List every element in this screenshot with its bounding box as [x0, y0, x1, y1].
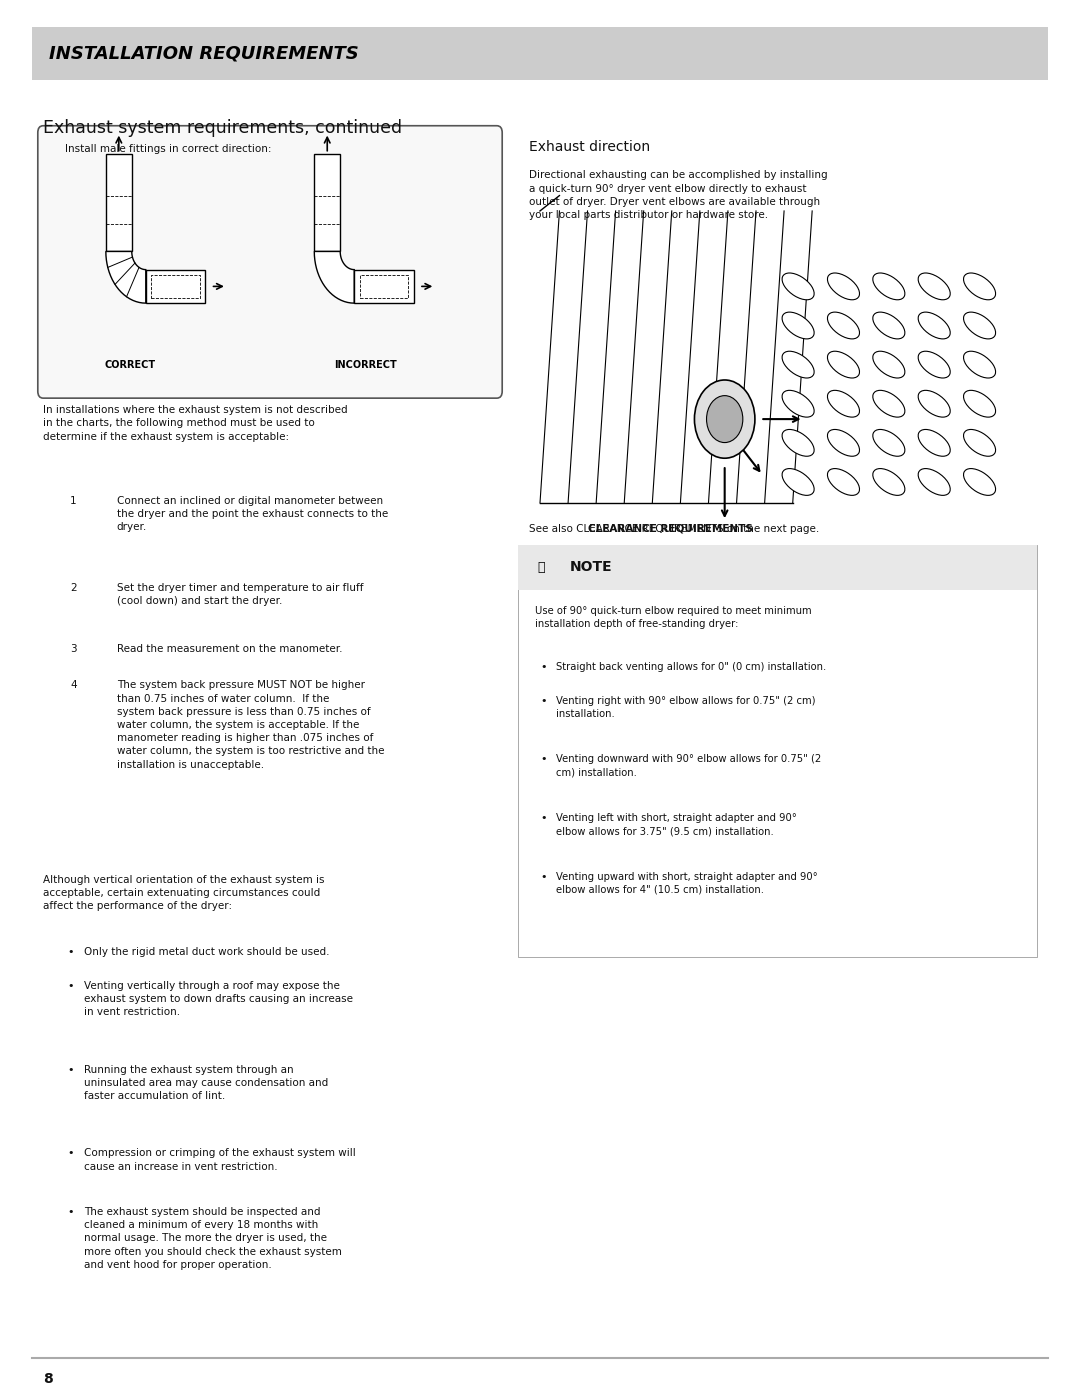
- Text: NOTE: NOTE: [570, 560, 612, 574]
- Text: Read the measurement on the manometer.: Read the measurement on the manometer.: [117, 644, 342, 654]
- Ellipse shape: [827, 468, 860, 496]
- Ellipse shape: [873, 312, 905, 339]
- Ellipse shape: [918, 429, 950, 457]
- Ellipse shape: [918, 351, 950, 379]
- Ellipse shape: [827, 351, 860, 379]
- Polygon shape: [106, 154, 132, 251]
- Text: Exhaust direction: Exhaust direction: [529, 140, 650, 154]
- Ellipse shape: [827, 272, 860, 300]
- Ellipse shape: [782, 351, 814, 379]
- Ellipse shape: [782, 272, 814, 300]
- Text: Venting right with 90° elbow allows for 0.75" (2 cm)
installation.: Venting right with 90° elbow allows for …: [556, 696, 815, 719]
- Ellipse shape: [963, 429, 996, 457]
- Text: Install male fittings in correct direction:: Install male fittings in correct directi…: [65, 144, 271, 154]
- Text: •: •: [67, 1065, 73, 1074]
- Text: •: •: [67, 1207, 73, 1217]
- Ellipse shape: [963, 312, 996, 339]
- Text: Venting downward with 90° elbow allows for 0.75" (2
cm) installation.: Venting downward with 90° elbow allows f…: [556, 754, 822, 778]
- FancyBboxPatch shape: [32, 27, 1048, 80]
- Ellipse shape: [918, 468, 950, 496]
- Text: In installations where the exhaust system is not described
in the charts, the fo: In installations where the exhaust syste…: [43, 405, 348, 441]
- Text: •: •: [540, 696, 546, 705]
- Text: Straight back venting allows for 0" (0 cm) installation.: Straight back venting allows for 0" (0 c…: [556, 662, 826, 672]
- Text: Set the dryer timer and temperature to air fluff
(cool down) and start the dryer: Set the dryer timer and temperature to a…: [117, 583, 363, 606]
- Polygon shape: [106, 251, 146, 303]
- Text: INCORRECT: INCORRECT: [334, 360, 396, 370]
- Text: 2: 2: [70, 583, 77, 592]
- Text: •: •: [540, 662, 546, 672]
- Text: Connect an inclined or digital manometer between
the dryer and the point the exh: Connect an inclined or digital manometer…: [117, 496, 388, 532]
- Circle shape: [694, 380, 755, 458]
- Ellipse shape: [782, 312, 814, 339]
- FancyBboxPatch shape: [518, 545, 1037, 590]
- Text: •: •: [540, 754, 546, 764]
- Text: •: •: [67, 981, 73, 990]
- Text: CORRECT: CORRECT: [104, 360, 156, 370]
- Ellipse shape: [782, 390, 814, 418]
- Text: Use of 90° quick-turn elbow required to meet minimum
installation depth of free-: Use of 90° quick-turn elbow required to …: [535, 606, 811, 630]
- Ellipse shape: [873, 429, 905, 457]
- Ellipse shape: [827, 429, 860, 457]
- Ellipse shape: [782, 468, 814, 496]
- Text: See also CLEARANCE REQUIREMENTS on the next page.: See also CLEARANCE REQUIREMENTS on the n…: [529, 524, 820, 534]
- Text: Only the rigid metal duct work should be used.: Only the rigid metal duct work should be…: [84, 947, 329, 957]
- Text: 📌: 📌: [538, 560, 545, 574]
- Ellipse shape: [873, 468, 905, 496]
- Text: Venting left with short, straight adapter and 90°
elbow allows for 3.75" (9.5 cm: Venting left with short, straight adapte…: [556, 813, 797, 837]
- Polygon shape: [314, 251, 354, 303]
- Text: Venting upward with short, straight adapter and 90°
elbow allows for 4" (10.5 cm: Venting upward with short, straight adap…: [556, 872, 818, 895]
- Text: INSTALLATION REQUIREMENTS: INSTALLATION REQUIREMENTS: [49, 45, 359, 61]
- Ellipse shape: [963, 390, 996, 418]
- Ellipse shape: [827, 390, 860, 418]
- Ellipse shape: [963, 351, 996, 379]
- Text: Compression or crimping of the exhaust system will
cause an increase in vent res: Compression or crimping of the exhaust s…: [84, 1148, 356, 1172]
- Ellipse shape: [873, 351, 905, 379]
- Ellipse shape: [963, 468, 996, 496]
- Polygon shape: [314, 154, 340, 251]
- Ellipse shape: [782, 429, 814, 457]
- Text: Running the exhaust system through an
uninsulated area may cause condensation an: Running the exhaust system through an un…: [84, 1065, 328, 1101]
- Ellipse shape: [918, 272, 950, 300]
- Circle shape: [706, 395, 743, 443]
- Text: The system back pressure MUST NOT be higher
than 0.75 inches of water column.  I: The system back pressure MUST NOT be hig…: [117, 680, 384, 770]
- Text: CLEARANCE REQUIREMENTS: CLEARANCE REQUIREMENTS: [588, 524, 753, 534]
- Text: 3: 3: [70, 644, 77, 654]
- Ellipse shape: [918, 312, 950, 339]
- Text: Directional exhausting can be accomplished by installing
a quick-turn 90° dryer : Directional exhausting can be accomplish…: [529, 170, 828, 221]
- Ellipse shape: [963, 272, 996, 300]
- Ellipse shape: [873, 390, 905, 418]
- Text: Although vertical orientation of the exhaust system is
acceptable, certain exten: Although vertical orientation of the exh…: [43, 875, 325, 911]
- Text: •: •: [67, 947, 73, 957]
- Ellipse shape: [918, 390, 950, 418]
- Ellipse shape: [873, 272, 905, 300]
- Ellipse shape: [827, 312, 860, 339]
- Text: 4: 4: [70, 680, 77, 690]
- FancyBboxPatch shape: [38, 126, 502, 398]
- Text: Exhaust system requirements, continued: Exhaust system requirements, continued: [43, 119, 403, 137]
- Text: 1: 1: [70, 496, 77, 506]
- Text: •: •: [540, 872, 546, 882]
- Text: 8: 8: [43, 1372, 53, 1386]
- Polygon shape: [146, 270, 205, 303]
- Text: Venting vertically through a roof may expose the
exhaust system to down drafts c: Venting vertically through a roof may ex…: [84, 981, 353, 1017]
- Text: The exhaust system should be inspected and
cleaned a minimum of every 18 months : The exhaust system should be inspected a…: [84, 1207, 342, 1270]
- Text: •: •: [540, 813, 546, 823]
- Text: •: •: [67, 1148, 73, 1158]
- FancyBboxPatch shape: [518, 545, 1037, 957]
- Polygon shape: [354, 270, 414, 303]
